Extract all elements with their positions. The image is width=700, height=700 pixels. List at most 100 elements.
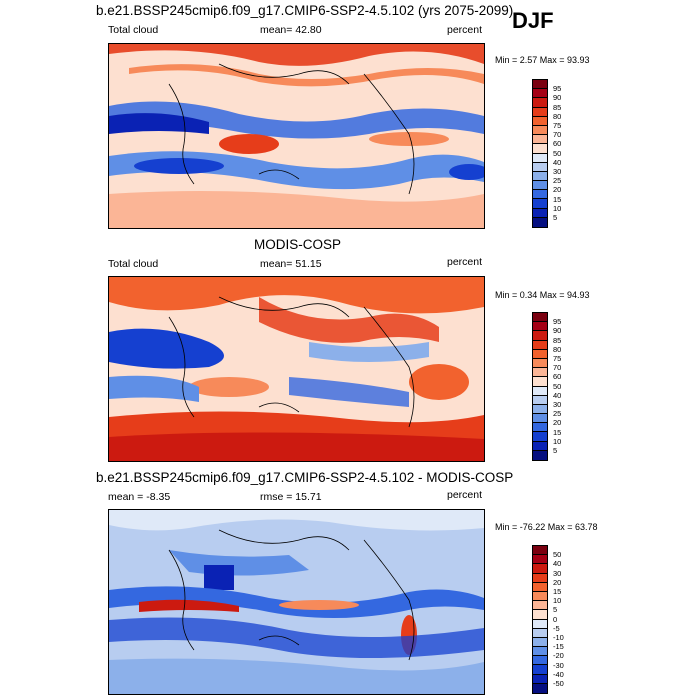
- colorbar-tick-label: -30: [553, 660, 564, 670]
- colorbar-tick-label: 20: [553, 577, 562, 587]
- panel-title: b.e21.BSSP245cmip6.f09_g17.CMIP6-SSP2-4.…: [96, 470, 514, 485]
- colorbar-tick-label: 75: [553, 354, 562, 363]
- colorbar-swatch: [533, 125, 547, 136]
- colorbar-tick-label: 70: [553, 363, 562, 373]
- colorbar-swatch: [533, 591, 547, 602]
- colorbar-tick-label: 0: [553, 614, 558, 624]
- colorbar-tick-label: 25: [553, 409, 562, 419]
- colorbar-swatch: [533, 89, 547, 99]
- colorbar-tick-label: 90: [553, 326, 562, 336]
- colorbar-tick-label: 10: [553, 596, 562, 606]
- colorbar-swatch: [533, 432, 547, 442]
- map-diff-total-cloud: [108, 509, 485, 695]
- colorbar-swatch: [533, 162, 547, 172]
- colorbar-tick-label: 40: [553, 390, 562, 400]
- colorbar-swatch: [533, 546, 547, 556]
- colorbar-swatch: [533, 199, 547, 209]
- colorbar-swatch: [533, 665, 547, 675]
- colorbar-tick-label: 85: [553, 335, 562, 345]
- colorbar-swatch: [533, 450, 547, 460]
- colorbar-swatch: [533, 573, 547, 583]
- colorbar-swatch: [533, 619, 547, 629]
- panel-mean-label: mean = -8.35: [108, 491, 171, 503]
- panel-units-label: percent: [447, 489, 483, 501]
- colorbar-swatch: [533, 358, 547, 369]
- colorbar-swatch: [533, 564, 547, 574]
- colorbar-swatch: [533, 331, 547, 341]
- colorbar-swatch: [533, 386, 547, 396]
- colorbar-swatch: [533, 628, 547, 638]
- colorbar-swatch: [533, 683, 547, 693]
- colorbar-swatch: [533, 441, 547, 451]
- colorbar-swatch: [533, 190, 547, 200]
- colorbar-tick-label: 40: [553, 157, 562, 167]
- colorbar-swatch: [533, 404, 547, 415]
- colorbar-tick-label: -50: [553, 679, 564, 688]
- colorbar-tick-label: 20: [553, 185, 562, 195]
- colorbar-tick-label: 85: [553, 102, 562, 112]
- panel-minmax-label: Min = 2.57 Max = 93.93: [495, 55, 590, 65]
- colorbar-swatch: [533, 637, 547, 648]
- colorbar-tick-label: 15: [553, 587, 562, 596]
- panel-minmax-label: Min = -76.22 Max = 63.78: [495, 522, 598, 532]
- colorbar-swatch: [533, 674, 547, 684]
- map-model-total-cloud: [108, 43, 485, 229]
- colorbar-swatch: [533, 98, 547, 108]
- colorbar-swatch: [533, 208, 547, 218]
- colorbar-tick-label: 50: [553, 381, 562, 391]
- colorbar-tick-label: 40: [553, 559, 562, 569]
- colorbar-tick-label: 5: [553, 213, 558, 222]
- colorbar-tick-label: 5: [553, 446, 558, 455]
- colorbar-swatch: [533, 107, 547, 117]
- colorbar-swatch: [533, 349, 547, 359]
- colorbar-tick-label: 75: [553, 121, 562, 130]
- colorbar-obs: [532, 312, 548, 461]
- colorbar-tick-label: 80: [553, 344, 562, 354]
- panel-title: b.e21.BSSP245cmip6.f09_g17.CMIP6-SSP2-4.…: [96, 3, 514, 18]
- colorbar-tick-label: 20: [553, 418, 562, 428]
- panel-minmax-label: Min = 0.34 Max = 94.93: [495, 290, 590, 300]
- panel-variable-label: Total cloud: [108, 258, 159, 270]
- colorbar-tick-label: 10: [553, 436, 562, 446]
- colorbar-swatch: [533, 217, 547, 227]
- panel-mean-label: mean= 42.80: [260, 24, 322, 36]
- colorbar-swatch: [533, 414, 547, 424]
- panel-units-label: percent: [447, 256, 483, 268]
- colorbar-swatch: [533, 153, 547, 163]
- colorbar-swatch: [533, 181, 547, 191]
- colorbar-swatch: [533, 80, 547, 90]
- colorbar-swatch: [533, 377, 547, 387]
- panel-variable-label: Total cloud: [108, 24, 159, 36]
- colorbar-swatch: [533, 395, 547, 405]
- colorbar-tick-label: 50: [553, 148, 562, 158]
- colorbar-tick-label: 15: [553, 427, 562, 437]
- colorbar-model: [532, 79, 548, 228]
- colorbar-tick-label: 50: [553, 550, 562, 560]
- colorbar-swatch: [533, 610, 547, 620]
- colorbar-tick-label: -20: [553, 651, 564, 661]
- colorbar-tick-label: 95: [553, 84, 562, 94]
- season-label: DJF: [512, 8, 554, 33]
- panel-title: MODIS-COSP: [254, 237, 342, 252]
- colorbar-swatch: [533, 144, 547, 154]
- colorbar-tick-label: -10: [553, 633, 564, 642]
- colorbar-swatch: [533, 656, 547, 666]
- colorbar-swatch: [533, 171, 547, 182]
- colorbar-tick-label: 95: [553, 317, 562, 327]
- colorbar-tick-label: 5: [553, 605, 558, 615]
- panel-units-label: percent: [447, 24, 483, 36]
- colorbar-swatch: [533, 582, 547, 592]
- colorbar-swatch: [533, 116, 547, 126]
- colorbar-tick-label: 30: [553, 568, 562, 578]
- colorbar-tick-label: 10: [553, 203, 562, 213]
- colorbar-tick-label: 25: [553, 176, 562, 186]
- panel-rmse-label: rmse = 15.71: [260, 491, 322, 503]
- colorbar-swatch: [533, 340, 547, 350]
- colorbar-tick-label: 30: [553, 400, 562, 409]
- colorbar-swatch: [533, 423, 547, 433]
- colorbar-swatch: [533, 555, 547, 565]
- colorbar-tick-label: 30: [553, 167, 562, 176]
- colorbar-swatch: [533, 135, 547, 145]
- map-obs-total-cloud: [108, 276, 485, 462]
- colorbar-tick-label: -5: [553, 623, 560, 633]
